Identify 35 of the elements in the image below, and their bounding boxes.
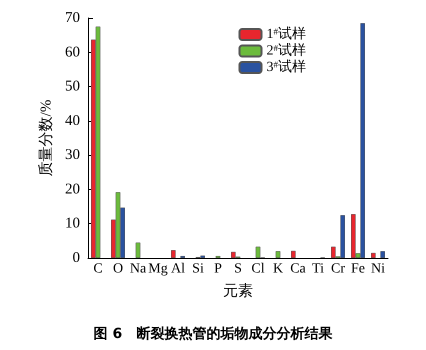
x-tick-label: Ti [312, 262, 324, 276]
legend-label: 1#试样 [266, 26, 306, 42]
bar [136, 242, 140, 258]
x-tick-label: Cl [251, 262, 265, 276]
bar [291, 250, 296, 258]
bar [276, 251, 280, 258]
x-tick-label: Na [130, 262, 147, 276]
x-tick-label: C [93, 262, 103, 276]
x-axis-title: 元素 [223, 282, 253, 300]
x-tick-label: Ni [371, 262, 386, 276]
y-tick-label: 20 [65, 181, 80, 198]
y-tick-label: 30 [65, 147, 80, 164]
legend-label: 2#试样 [266, 42, 306, 58]
x-tick-label: O [112, 262, 124, 276]
legend-label: 3#试样 [266, 59, 306, 75]
bar [171, 250, 176, 258]
x-tick-label: S [234, 262, 242, 276]
x-tick-label: Fe [351, 262, 365, 276]
x-tick-label: Si [192, 262, 204, 276]
y-tick-label: 60 [65, 44, 80, 60]
x-tick-label: Ca [290, 262, 307, 276]
x-tick-label: Cr [331, 262, 346, 276]
x-tick-label: Al [171, 262, 186, 276]
bar [380, 251, 385, 258]
y-tick-label: 50 [65, 78, 80, 95]
y-axis-title: 质量分数/% [38, 100, 55, 176]
x-tick-label: Mg [148, 262, 168, 276]
y-tick-label: 10 [65, 216, 80, 232]
y-tick-label: 70 [65, 10, 80, 26]
x-tick-label: K [272, 262, 284, 276]
bar [371, 252, 376, 258]
x-tick-label: P [214, 262, 222, 276]
text: 图 6 断裂换热管的垢物成分分析结果 [94, 326, 334, 342]
y-tick-label: 40 [65, 112, 80, 129]
y-tick-label: 0 [72, 250, 80, 266]
